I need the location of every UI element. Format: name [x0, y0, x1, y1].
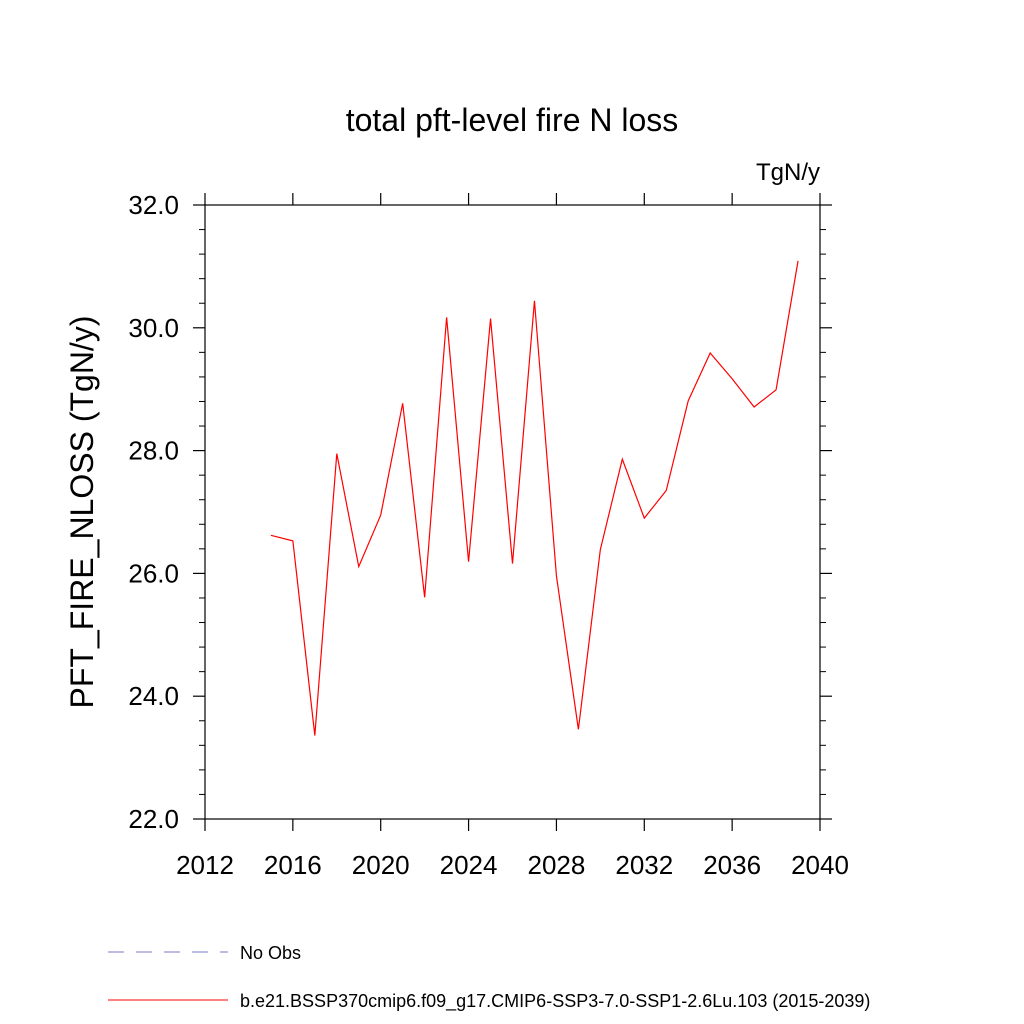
legend: No Obs b.e21.BSSP370cmip6.f09_g17.CMIP6-S…	[108, 943, 870, 1012]
x-tick-label: 2032	[615, 850, 673, 880]
legend-label: b.e21.BSSP370cmip6.f09_g17.CMIP6-SSP3-7.…	[240, 991, 870, 1012]
x-tick-label: 2016	[264, 850, 322, 880]
y-axis-ticks: 22.0 24.0 26.0 28.0 30.0 32.0	[128, 190, 832, 834]
units-label: TgN/y	[756, 159, 820, 186]
chart-title: total pft-level fire N loss	[346, 102, 679, 138]
plot-frame	[204, 204, 821, 820]
x-tick-label: 2036	[703, 850, 761, 880]
x-tick-label: 2024	[440, 850, 498, 880]
y-tick-label: 22.0	[128, 804, 179, 834]
x-tick-label: 2040	[791, 850, 849, 880]
y-tick-label: 24.0	[128, 681, 179, 711]
y-tick-label: 30.0	[128, 313, 179, 343]
y-tick-label: 28.0	[128, 436, 179, 466]
x-tick-label: 2020	[352, 850, 410, 880]
series-line	[270, 260, 799, 736]
x-tick-label: 2012	[176, 850, 234, 880]
y-tick-label: 26.0	[128, 558, 179, 588]
y-tick-label: 32.0	[128, 190, 179, 220]
x-tick-label: 2028	[528, 850, 586, 880]
y-axis-label: PFT_FIRE_NLOSS (TgN/y)	[64, 316, 100, 709]
x-axis-ticks: 2012 2016 2020 2024 2028 2032 2036 2040	[176, 193, 849, 880]
series-group	[270, 260, 799, 736]
legend-label: No Obs	[240, 943, 301, 963]
